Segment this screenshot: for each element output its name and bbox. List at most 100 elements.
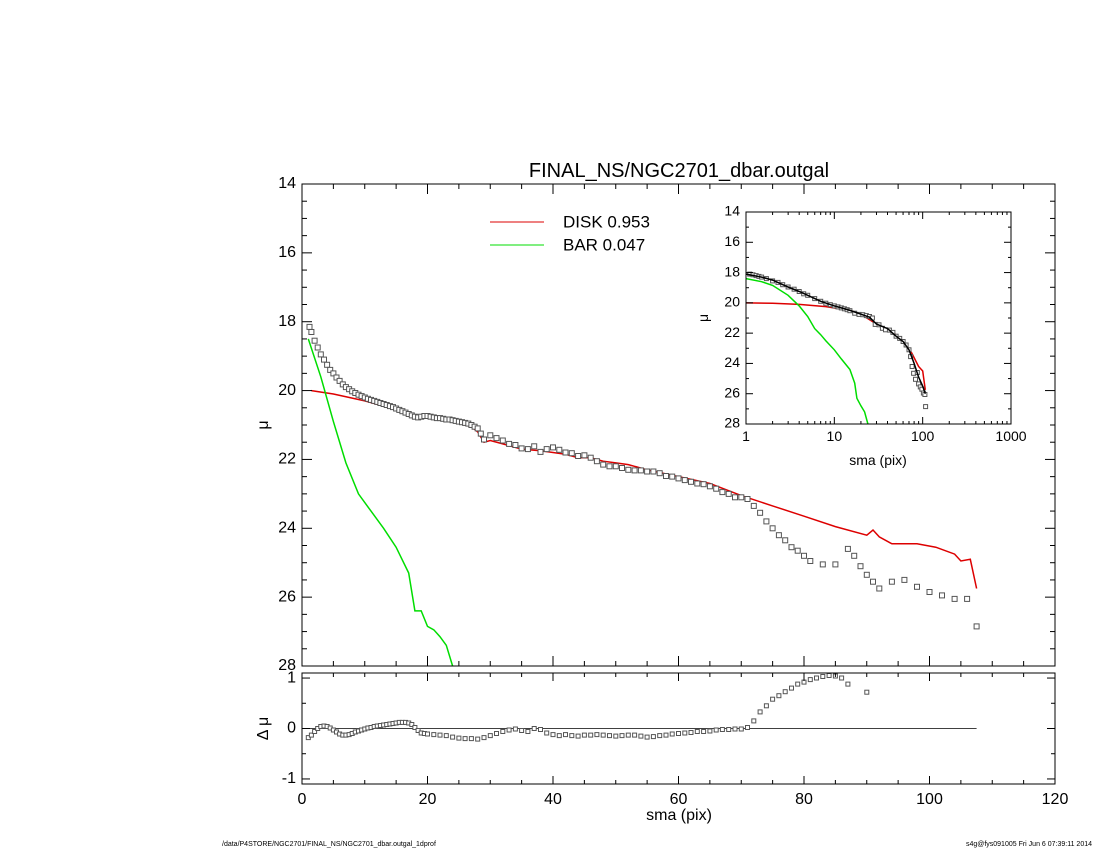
inset-x-axis-label: sma (pix) [849, 452, 907, 468]
residual-resid-point-40 [437, 732, 443, 738]
residual-x-tick-label-2: 40 [544, 791, 562, 808]
main-series-bar-line [307, 338, 454, 666]
residual-resid-point-68 [613, 733, 619, 739]
main-data-point-90 [694, 480, 701, 487]
main-data-point-118 [901, 576, 908, 583]
main-data-point-102 [769, 525, 776, 532]
residual-y-tick-label-2: 1 [287, 669, 296, 686]
main-data-point-117 [888, 578, 895, 585]
residual-resid-point-2 [312, 729, 318, 734]
main-data-point-120 [926, 589, 933, 595]
main-data-point-94 [719, 489, 726, 496]
residual-x-tick-label-1: 20 [419, 791, 437, 808]
main-data-point-70 [568, 450, 575, 457]
main-data-point-107 [801, 552, 807, 559]
residual-axes: 0 20 40 60 80 100 120-101 [282, 669, 1069, 808]
main-data-point-86 [669, 473, 676, 480]
inset-y-tick-label-3: 20 [724, 294, 740, 310]
residual-x-tick-label-3: 60 [670, 791, 688, 808]
main-data-point-101 [763, 518, 770, 525]
residual-y-axis-label: Δ μ [255, 717, 272, 740]
residual-resid-point-83 [707, 728, 713, 734]
residual-resid-point-53 [519, 728, 525, 733]
main-data-point-106 [794, 547, 801, 554]
residual-resid-point-67 [607, 733, 612, 739]
main-y-tick-label-1: 16 [278, 244, 296, 261]
residual-x-tick-label-6: 120 [1042, 791, 1069, 808]
main-y-tick-label-6: 26 [278, 588, 296, 605]
main-data-point-6 [324, 361, 331, 368]
residual-resid-point-72 [638, 733, 644, 739]
main-data-point-83 [650, 468, 657, 475]
residual-x-tick-label-4: 80 [795, 791, 813, 808]
residual-resid-point-100 [814, 675, 819, 681]
residual-resid-point-73 [644, 734, 650, 740]
main-data-point-75 [600, 461, 607, 468]
residual-resid-point-99 [807, 677, 813, 683]
residual-resid-point-51 [506, 727, 512, 733]
residual-resid-point-59 [556, 733, 562, 739]
inset-y-tick-label-2: 18 [724, 263, 740, 279]
main-data-point-3 [314, 344, 321, 351]
residual-resid-point-38 [425, 731, 430, 737]
residual-resid-point-97 [795, 681, 801, 687]
main-data-point-8 [330, 370, 337, 377]
residual-resid-point-77 [669, 731, 675, 737]
main-data-point-60 [506, 440, 513, 447]
main-data-point-5 [321, 356, 327, 363]
residual-resid-point-75 [657, 733, 663, 739]
main-data-point-7 [327, 366, 334, 373]
main-data-point-80 [631, 467, 638, 474]
residual-resid-point-79 [682, 730, 688, 736]
main-data-point-74 [593, 458, 600, 465]
main-data-point-95 [725, 490, 732, 497]
residual-resid-point-84 [713, 727, 719, 733]
inset-axes: 1 10 100 1000 14 16 18 20 22 24 26 28 [724, 203, 1026, 444]
residual-resid-point-81 [694, 729, 700, 734]
residual-resid-point-44 [462, 736, 468, 742]
residual-y-tick-label-1: 0 [287, 720, 296, 737]
inset-series-model-line [746, 273, 927, 394]
main-y-axis-label: μ [255, 420, 272, 429]
residual-plot-area [305, 673, 977, 742]
main-y-tick-label-3: 20 [278, 382, 296, 399]
residual-resid-point-106 [864, 689, 870, 695]
inset-y-tick-label-7: 28 [724, 415, 740, 431]
main-data-point-87 [675, 475, 682, 482]
main-data-point-97 [738, 494, 745, 501]
residual-resid-point-80 [688, 730, 694, 735]
main-data-point-99 [750, 502, 757, 509]
legend: DISK 0.953 BAR 0.047 [490, 212, 650, 254]
residual-resid-point-91 [757, 709, 763, 715]
residual-resid-point-47 [481, 735, 487, 741]
residual-resid-point-63 [581, 732, 587, 738]
x-axis-label: sma (pix) [646, 807, 712, 824]
residual-resid-point-69 [619, 733, 625, 739]
main-data-point-57 [487, 432, 494, 439]
main-data-point-4 [317, 351, 324, 358]
residual-resid-point-96 [789, 685, 794, 691]
residual-resid-point-57 [544, 730, 550, 736]
inset-series-bar-line [746, 277, 869, 424]
main-panel: FINAL_NS/NGC2701_dbar.outgal 14 16 18 20 22 2… [255, 160, 1056, 674]
residual-resid-point-94 [776, 693, 782, 699]
residual-resid-point-58 [550, 732, 556, 738]
main-data-point-116 [876, 585, 883, 592]
main-data-point-65 [537, 448, 544, 455]
residual-resid-point-66 [600, 732, 606, 738]
residual-resid-point-65 [594, 732, 600, 738]
main-data-point-2 [311, 337, 318, 344]
residual-resid-point-92 [763, 703, 769, 709]
main-data-point-121 [939, 592, 945, 599]
residual-resid-point-70 [625, 732, 631, 738]
inset-x-tick-label-3: 1000 [995, 428, 1026, 444]
main-data-point-59 [499, 437, 506, 444]
inset-data-point-44 [913, 376, 918, 382]
main-data-point-108 [807, 558, 814, 564]
inset-x-tick-label-1: 10 [827, 428, 843, 444]
main-data-point-68 [556, 446, 563, 453]
residual-resid-point-86 [726, 727, 732, 732]
footer-file-path: /data/P4STORE/NGC2701/FINAL_NS/NGC2701_d… [222, 841, 436, 848]
main-data-point-124 [973, 623, 980, 630]
